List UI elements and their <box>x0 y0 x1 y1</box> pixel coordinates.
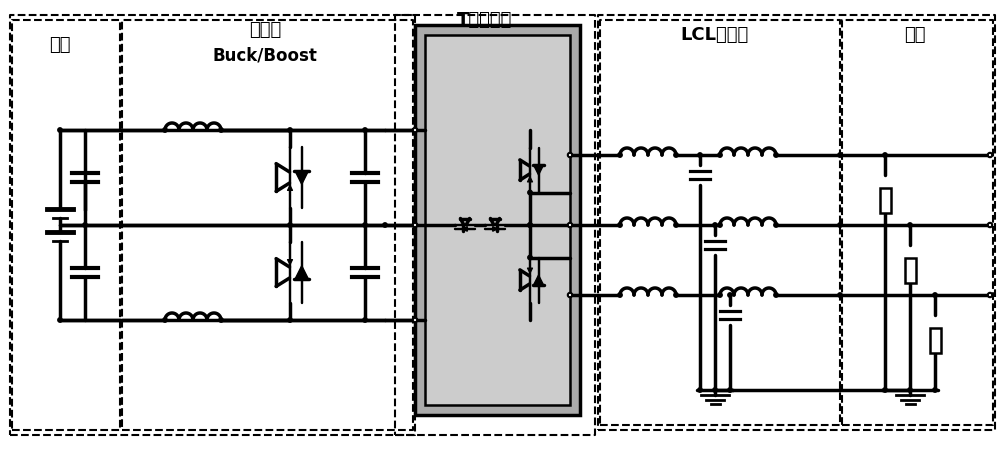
Circle shape <box>718 293 722 297</box>
Circle shape <box>713 223 717 227</box>
Polygon shape <box>463 226 467 231</box>
Circle shape <box>728 388 732 392</box>
Circle shape <box>774 153 778 157</box>
Polygon shape <box>534 275 544 285</box>
Circle shape <box>618 153 622 157</box>
Bar <box>415 25 580 415</box>
Circle shape <box>83 223 87 227</box>
Circle shape <box>413 223 417 227</box>
Polygon shape <box>534 165 544 175</box>
Circle shape <box>568 153 572 157</box>
Circle shape <box>363 128 367 132</box>
Circle shape <box>698 153 702 157</box>
Circle shape <box>568 293 572 297</box>
Circle shape <box>774 223 778 227</box>
Polygon shape <box>493 226 497 231</box>
Circle shape <box>58 318 62 322</box>
Circle shape <box>933 293 937 297</box>
Circle shape <box>219 128 223 132</box>
Circle shape <box>728 293 732 297</box>
Circle shape <box>838 153 842 157</box>
Circle shape <box>883 388 887 392</box>
Circle shape <box>413 318 417 322</box>
Circle shape <box>713 388 717 392</box>
Bar <box>930 328 940 352</box>
Circle shape <box>528 255 532 260</box>
Circle shape <box>413 128 417 132</box>
Circle shape <box>58 128 62 132</box>
Circle shape <box>933 388 937 392</box>
Polygon shape <box>295 171 309 184</box>
Bar <box>904 257 916 283</box>
Bar <box>880 188 891 212</box>
Circle shape <box>219 318 223 322</box>
Circle shape <box>528 223 532 227</box>
Circle shape <box>363 223 367 227</box>
Text: LCL滤波器: LCL滤波器 <box>681 26 749 44</box>
Circle shape <box>674 153 678 157</box>
Polygon shape <box>295 266 309 279</box>
Circle shape <box>383 223 387 227</box>
Circle shape <box>838 223 842 227</box>
Circle shape <box>674 293 678 297</box>
Circle shape <box>528 223 532 227</box>
Circle shape <box>288 223 292 227</box>
Circle shape <box>288 318 292 322</box>
Circle shape <box>883 153 887 157</box>
Circle shape <box>838 293 842 297</box>
Circle shape <box>988 223 992 227</box>
Circle shape <box>698 388 702 392</box>
Circle shape <box>528 190 532 195</box>
Text: T型三电平: T型三电平 <box>457 11 513 29</box>
Circle shape <box>718 153 722 157</box>
Circle shape <box>988 293 992 297</box>
Circle shape <box>988 153 992 157</box>
Circle shape <box>774 293 778 297</box>
Circle shape <box>363 318 367 322</box>
Text: 三电平: 三电平 <box>249 21 281 39</box>
Circle shape <box>163 128 167 132</box>
Circle shape <box>718 223 722 227</box>
Circle shape <box>618 223 622 227</box>
Text: 负载: 负载 <box>904 26 926 44</box>
Bar <box>425 35 570 405</box>
Circle shape <box>908 388 912 392</box>
Circle shape <box>618 293 622 297</box>
Circle shape <box>674 223 678 227</box>
Circle shape <box>908 223 912 227</box>
Circle shape <box>568 223 572 227</box>
Circle shape <box>163 318 167 322</box>
Text: Buck/Boost: Buck/Boost <box>213 46 317 64</box>
Text: 电池: 电池 <box>49 36 71 54</box>
Circle shape <box>288 128 292 132</box>
